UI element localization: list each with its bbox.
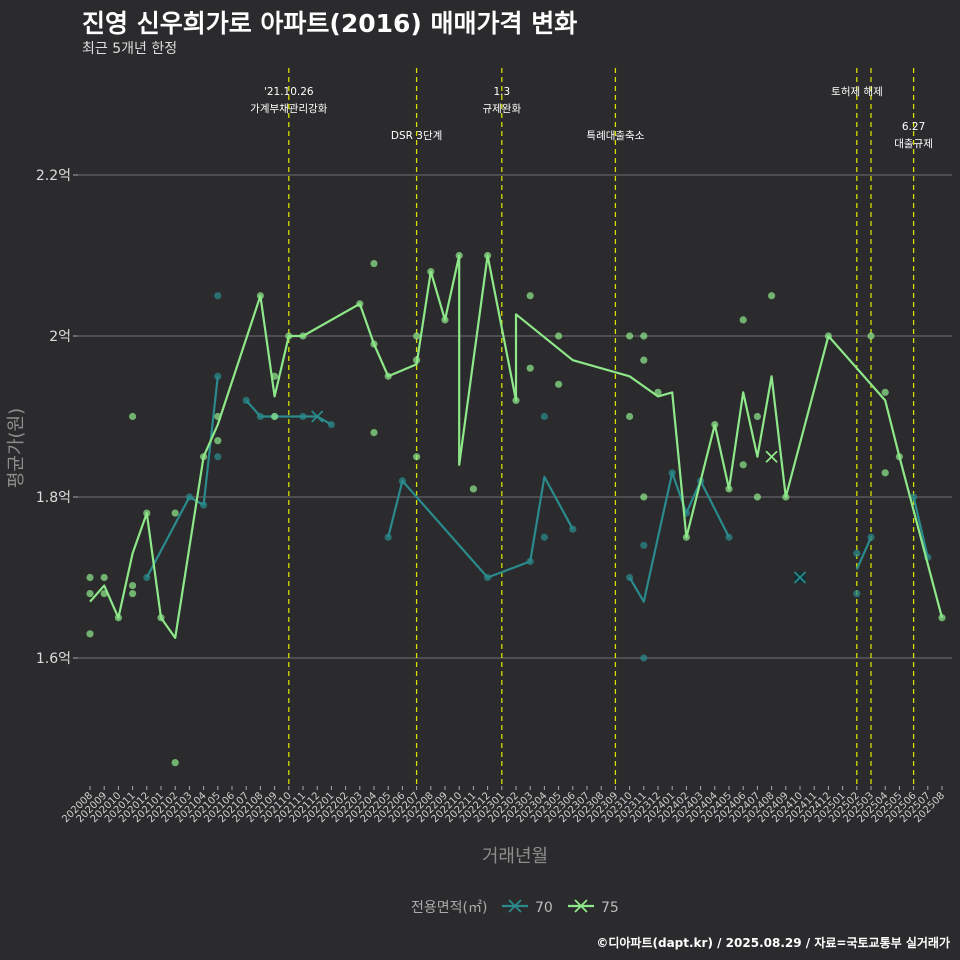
- data-point: [640, 493, 648, 501]
- cross-marker: [765, 450, 778, 463]
- cross-marker: [311, 410, 324, 423]
- data-point: [271, 412, 279, 421]
- data-point: [853, 590, 861, 598]
- source-credit: ©디아파트(dapt.kr) / 2025.08.29 / 자료=국토교통부 실…: [596, 936, 950, 950]
- data-point: [640, 332, 648, 340]
- data-point: [526, 292, 534, 300]
- data-point: [555, 332, 563, 340]
- data-point: [129, 581, 137, 590]
- data-point: [86, 630, 94, 638]
- data-point: [853, 549, 861, 557]
- data-point: [469, 485, 477, 493]
- data-point: [214, 292, 222, 300]
- data-point: [526, 364, 534, 372]
- data-point: [739, 461, 747, 469]
- data-point: [640, 654, 648, 662]
- data-point: [129, 412, 137, 421]
- event-label: 규제완화: [482, 102, 521, 115]
- series-layer: [86, 251, 946, 767]
- y-axis-ticks: 1.6억 1.8억 2억 2.2억: [36, 168, 78, 667]
- data-point: [370, 429, 378, 437]
- y-tick-label: 1.6억: [36, 651, 71, 667]
- data-point: [540, 533, 549, 541]
- legend-swatch-cross: [508, 899, 522, 913]
- data-point: [739, 316, 747, 324]
- y-tick-label: 2억: [49, 329, 71, 345]
- data-point: [626, 412, 634, 421]
- legend-swatch-cross: [574, 899, 588, 913]
- legend-label: 75: [601, 900, 619, 916]
- event-label: 특례대출축소: [586, 130, 644, 142]
- cross-marker: [793, 571, 807, 584]
- data-point: [86, 573, 94, 582]
- legend-title: 전용면적(㎡): [411, 900, 487, 916]
- data-point: [413, 453, 421, 461]
- data-point: [768, 292, 776, 300]
- data-point: [753, 493, 762, 501]
- data-point: [214, 453, 222, 461]
- series-75: [86, 251, 946, 767]
- legend-label: 70: [535, 900, 553, 916]
- data-point: [626, 332, 634, 340]
- data-point: [86, 590, 94, 598]
- y-axis-label: 평균가(원): [6, 408, 27, 488]
- y-tick-label: 1.8억: [36, 490, 71, 506]
- chart-subtitle: 최근 5개년 한정: [82, 41, 178, 57]
- series-line: [145, 376, 929, 603]
- legend: 전용면적(㎡) 70 75: [411, 899, 619, 916]
- legend-item-75: 75: [568, 899, 619, 916]
- event-label: 가계부채관리강화: [250, 103, 328, 115]
- event-label: '21.10.26: [264, 86, 314, 98]
- data-point: [129, 590, 137, 598]
- series-line: [89, 254, 944, 639]
- data-point: [171, 509, 179, 517]
- data-point: [867, 332, 875, 340]
- data-point: [555, 380, 563, 388]
- event-label: DSR 3단계: [391, 130, 442, 142]
- data-point: [640, 356, 648, 364]
- series-70: [143, 292, 932, 662]
- chart-title: 진영 신우희가로 아파트(2016) 매매가격 변화: [82, 9, 578, 38]
- data-point: [640, 541, 648, 549]
- event-label: 토허제 해제: [831, 85, 883, 98]
- data-point: [214, 372, 222, 380]
- x-axis-label: 거래년월: [482, 846, 548, 867]
- data-point: [100, 573, 108, 582]
- data-point: [881, 469, 889, 477]
- event-label: 대출규제: [894, 138, 933, 150]
- data-point: [881, 388, 889, 396]
- data-point: [370, 259, 378, 268]
- data-point: [753, 412, 762, 421]
- data-point: [214, 437, 222, 445]
- y-tick-label: 2.2억: [36, 168, 71, 184]
- legend-item-70: 70: [502, 899, 553, 916]
- event-label: 6.27: [902, 121, 925, 133]
- x-axis-ticks: 2020082020092020102020112020122021012021…: [60, 786, 947, 825]
- event-label: 1.3: [493, 86, 510, 98]
- data-point: [540, 412, 549, 421]
- data-point: [413, 332, 421, 340]
- gridlines: [78, 174, 952, 659]
- data-point: [171, 759, 179, 767]
